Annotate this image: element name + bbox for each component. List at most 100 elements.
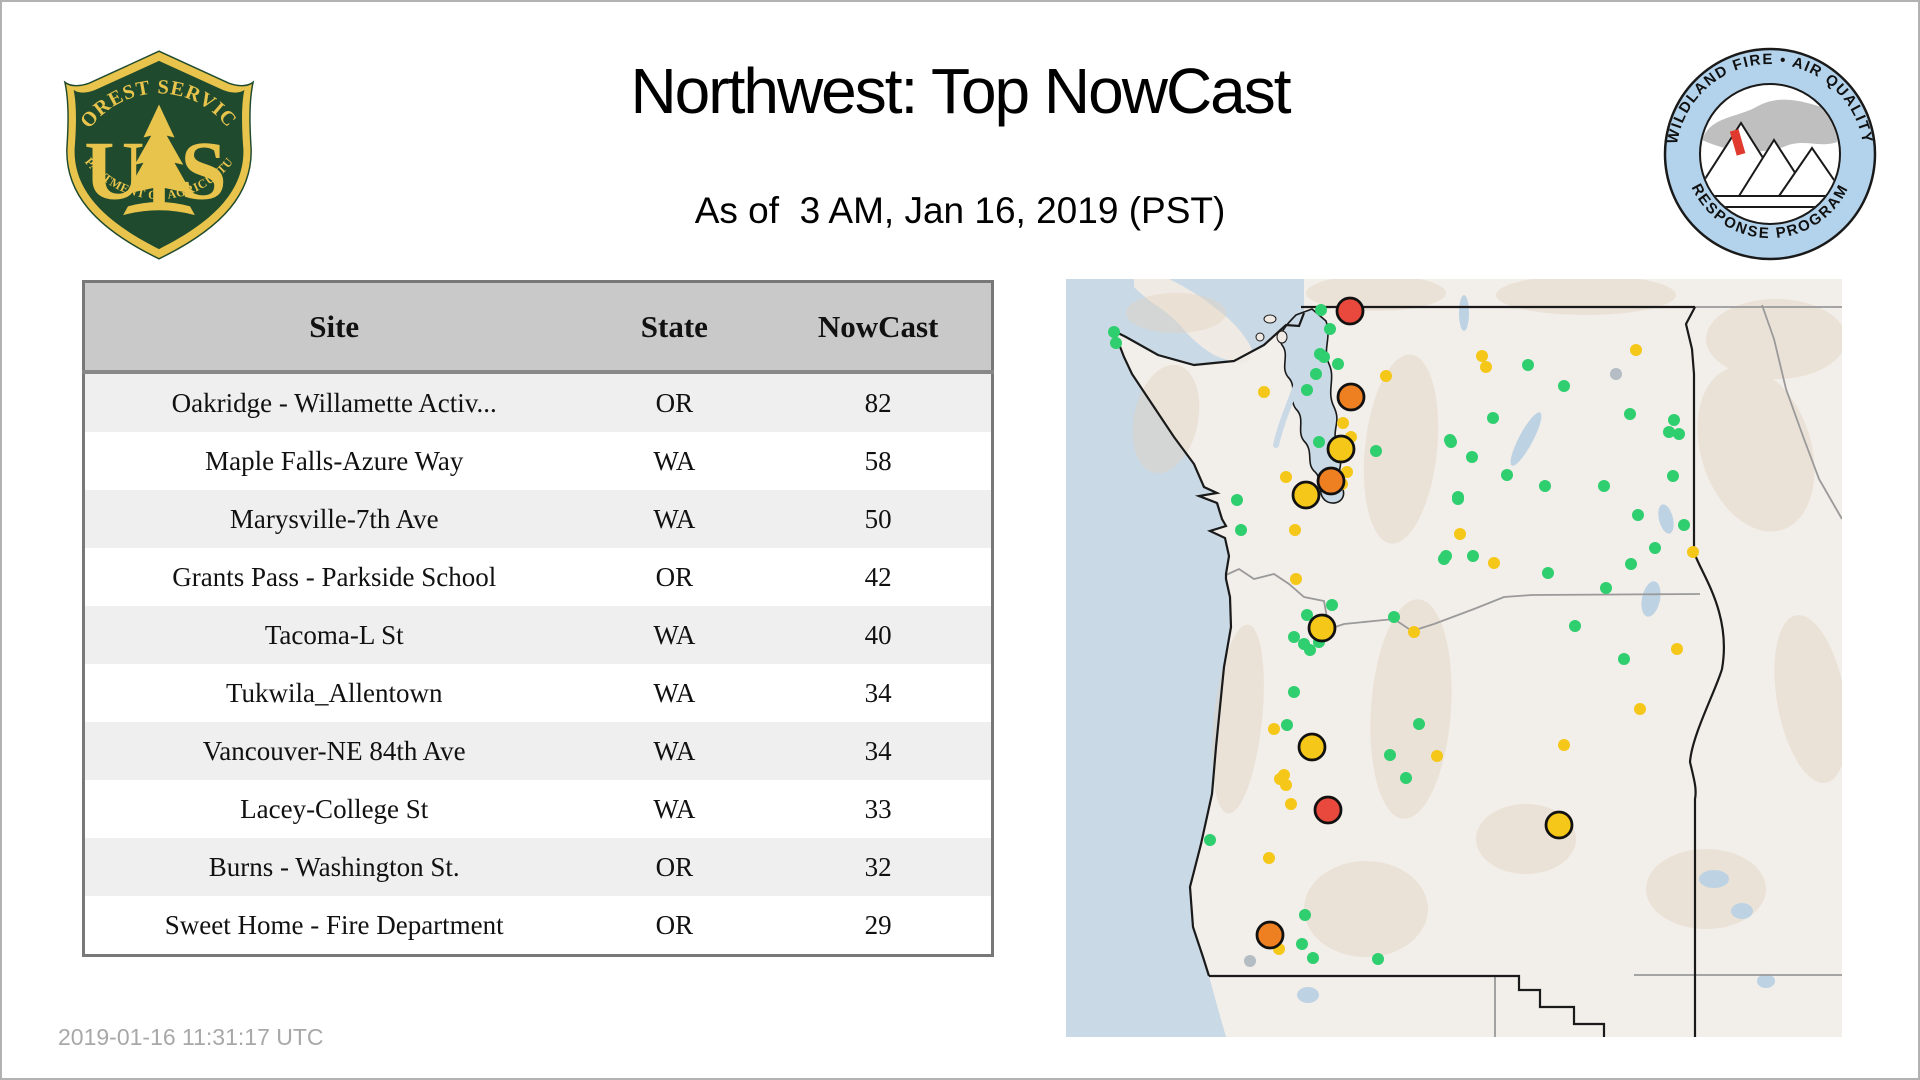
fs-letter-u: U [84,126,144,218]
monitor-dot-green [1600,582,1612,594]
nowcast-table: Site State NowCast Oakridge - Willamette… [82,280,994,957]
top-site-dot [1336,382,1366,412]
monitor-dot-green [1598,480,1610,492]
fs-tree-icon [123,104,195,216]
table-row: Sweet Home - Fire Department OR 29 [83,896,993,956]
monitor-dot-green [1440,550,1452,562]
monitor-dot-green [1649,542,1661,554]
monitor-dot-green [1315,304,1327,316]
nowcast-cell: 34 [864,677,892,708]
monitor-dot-green [1301,384,1313,396]
monitor-dot-green [1539,480,1551,492]
table-row: Grants Pass - Parkside School OR 42 [83,548,993,606]
monitor-dot-green [1310,368,1322,380]
nowcast-cell: 50 [864,503,892,534]
monitor-dot-yellow [1285,798,1297,810]
monitor-dot-green [1301,609,1313,621]
site-cell: Marysville-7th Ave [229,503,439,534]
monitor-dot-green [1388,611,1400,623]
monitor-dot-green [1632,509,1644,521]
monitor-dot-green [1558,380,1570,392]
monitor-dot-green [1288,631,1300,643]
forest-service-logo: FOREST SERVICE DEPARTMENT OF AGRICULTURE… [62,46,255,260]
top-site-dot [1326,434,1356,464]
top-site-dots-layer [1255,296,1574,950]
northwest-map [1066,279,1842,1037]
state-cell: WA [653,619,696,650]
column-header-state: State [583,281,766,374]
monitor-dot-green [1663,426,1675,438]
monitor-dot-yellow [1380,370,1392,382]
monitor-dot-green [1542,567,1554,579]
table-row: Lacey-College St WA 33 [83,780,993,838]
monitor-dot-green [1231,494,1243,506]
monitor-dot-yellow [1408,626,1420,638]
monitor-dot-green [1108,326,1120,338]
monitor-dot-green [1625,558,1637,570]
nowcast-cell: 82 [864,387,892,418]
table-row: Burns - Washington St. OR 32 [83,838,993,896]
monitor-dot-green [1332,358,1344,370]
state-cell: WA [653,445,696,476]
af-flame [1729,129,1746,156]
monitor-dots-layer [1108,304,1699,967]
monitor-dot-yellow [1274,773,1286,785]
monitor-dot-green [1318,351,1330,363]
monitor-dot-green [1296,938,1308,950]
monitor-dot-green [1326,599,1338,611]
monitor-dot-green [1452,493,1464,505]
top-site-dot [1313,795,1343,825]
generated-timestamp: 2019-01-16 11:31:17 UTC [58,1024,324,1050]
airfire-logo: WILDLAND FIRE • AIR QUALITY RESPONSE PRO… [1663,47,1877,261]
monitor-dot-yellow [1558,739,1570,751]
table-header-row: Site State NowCast [83,281,993,374]
monitor-dot-green [1307,952,1319,964]
monitor-dot-green [1235,524,1247,536]
map-hood-canal [1273,372,1303,448]
top-site-dot [1335,296,1365,326]
nowcast-cell: 58 [864,445,892,476]
monitor-dot-yellow [1280,471,1292,483]
monitor-dot-green [1110,337,1122,349]
monitor-dot-yellow [1289,524,1301,536]
table-row: Maple Falls-Azure Way WA 58 [83,432,993,490]
monitor-dot-green [1618,653,1630,665]
monitor-dot-yellow [1630,344,1642,356]
monitor-dot-green [1522,359,1534,371]
monitor-dot-green [1281,719,1293,731]
page-title: Northwest: Top NowCast [630,55,1291,127]
table-row: Vancouver-NE 84th Ave WA 34 [83,722,993,780]
nowcast-cell: 29 [864,909,892,940]
monitor-dot-green [1467,550,1479,562]
monitor-dot-yellow [1454,528,1466,540]
monitor-dot-yellow [1431,750,1443,762]
fs-letter-s: S [180,126,226,218]
state-cell: OR [655,561,694,592]
state-cell: OR [655,909,694,940]
monitor-dot-yellow [1671,643,1683,655]
monitor-dot-green [1678,519,1690,531]
table-row: Tacoma-L St WA 40 [83,606,993,664]
page-subtitle: As of 3 AM, Jan 16, 2019 (PST) [694,190,1226,231]
table-row: Tukwila_Allentown WA 34 [83,664,993,722]
map-san-juan-islands [1255,314,1288,344]
top-site-dot [1316,466,1346,496]
top-site-dot [1307,613,1337,643]
monitor-dot-green [1400,772,1412,784]
site-cell: Grants Pass - Parkside School [172,561,497,592]
monitor-dot-green [1668,414,1680,426]
monitor-dot-green [1624,408,1636,420]
monitor-dot-green [1445,436,1457,448]
monitor-dot-green [1304,644,1316,656]
site-cell: Vancouver-NE 84th Ave [202,735,466,766]
table-row: Oakridge - Willamette Activ... OR 82 [83,372,993,432]
monitor-dot-yellow [1634,703,1646,715]
site-cell: Lacey-College St [240,793,429,824]
monitor-dot-yellow [1263,852,1275,864]
monitor-dot-green [1466,451,1478,463]
table-row: Marysville-7th Ave WA 50 [83,490,993,548]
monitor-dot-green [1501,469,1513,481]
column-header-site: Site [83,281,584,374]
monitor-dot-yellow [1258,386,1270,398]
map-black-borders [1111,305,1725,1037]
